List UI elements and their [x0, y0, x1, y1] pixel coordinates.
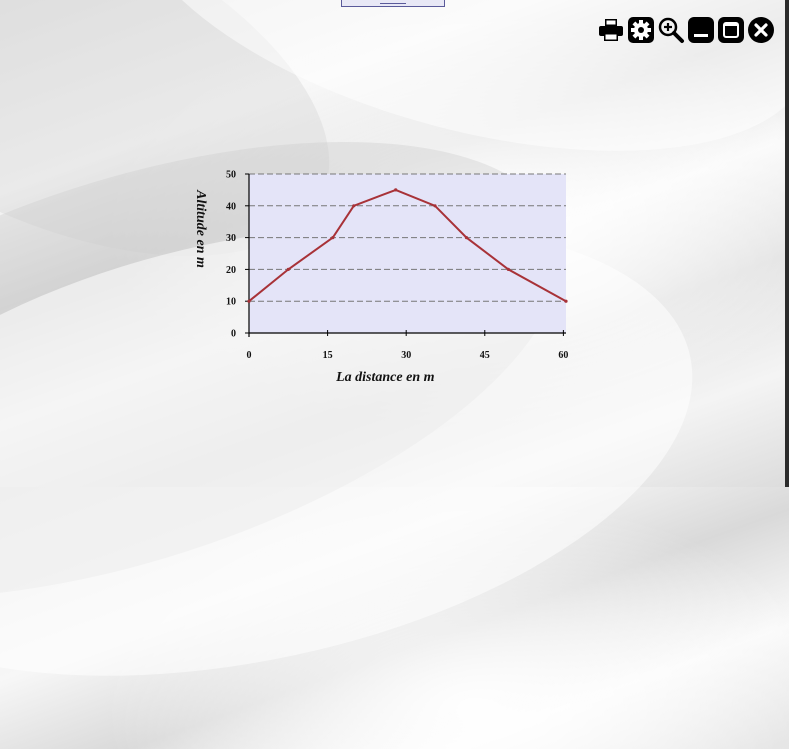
y-axis-title: Altitude en m: [193, 189, 208, 268]
data-point: [464, 236, 469, 240]
data-point: [564, 299, 568, 303]
printer-icon[interactable]: [597, 16, 625, 44]
y-tick-label: 40: [226, 201, 236, 212]
data-point: [286, 267, 290, 271]
minimize-icon[interactable]: [687, 16, 715, 44]
x-tick-label: 45: [480, 350, 490, 361]
maximize-icon[interactable]: [717, 16, 745, 44]
data-point: [506, 267, 510, 271]
chart-svg: 0 10 20 30 40 50 0 15 30 45 60 La distance en m Alti…: [193, 170, 568, 386]
data-point: [352, 204, 356, 208]
plot-area: [249, 174, 566, 333]
gear-icon[interactable]: [627, 16, 655, 44]
x-tick-label: 15: [323, 350, 333, 361]
window-edge: [785, 0, 789, 487]
zoom-in-icon[interactable]: [657, 16, 685, 44]
x-tick-label: 60: [558, 350, 568, 361]
toolbar: [597, 16, 775, 44]
x-axis-title: La distance en m: [335, 370, 434, 385]
y-tick-label: 50: [226, 170, 236, 181]
close-icon[interactable]: [747, 16, 775, 44]
data-point: [433, 204, 437, 208]
top-tab[interactable]: [341, 0, 445, 7]
data-point: [394, 188, 398, 192]
x-tick-label: 0: [247, 350, 252, 361]
data-point: [331, 236, 335, 240]
y-tick-label: 30: [226, 233, 236, 244]
data-point: [247, 299, 251, 303]
altitude-chart: 0 10 20 30 40 50 0 15 30 45 60 La distance en m Alti…: [188, 166, 578, 391]
y-tick-label: 0: [231, 329, 236, 340]
y-tick-label: 10: [226, 297, 236, 308]
x-tick-label: 30: [401, 350, 411, 361]
y-tick-label: 20: [226, 265, 236, 276]
